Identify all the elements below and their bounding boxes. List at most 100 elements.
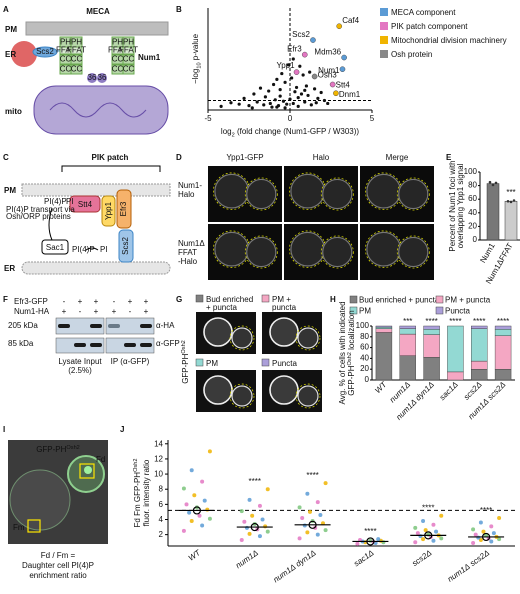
point <box>376 537 381 542</box>
cc-label: CC <box>71 55 83 64</box>
legend-swatch <box>349 295 358 304</box>
highlight-point <box>311 73 318 80</box>
point <box>262 103 266 107</box>
row-label: Num1-HA <box>14 307 50 316</box>
mdm36 <box>97 73 107 83</box>
highlight-point <box>310 37 316 43</box>
point <box>275 105 279 109</box>
column-label: Ypp1-GFP <box>226 153 263 162</box>
efr3 <box>116 189 132 229</box>
point <box>313 87 317 91</box>
pm-label: PM <box>5 25 17 34</box>
point <box>275 77 279 81</box>
mito-label: mito <box>5 107 22 116</box>
sign: + <box>112 307 117 316</box>
point <box>200 523 205 528</box>
punctum <box>84 466 92 474</box>
y-tick-label: 8 <box>159 485 164 494</box>
group-label: IP (α-GFP) <box>111 357 150 366</box>
cell <box>231 385 253 407</box>
ypp1-label: Ypp1 <box>104 201 113 220</box>
bar-segment <box>471 360 488 370</box>
point <box>181 528 186 533</box>
point <box>316 96 320 100</box>
scs2-label: Scs2 <box>121 237 130 255</box>
mdm36-label: 36 <box>88 73 97 82</box>
y-axis-label-part: Osh2 <box>133 459 139 472</box>
mean-marker <box>308 520 317 529</box>
point <box>318 512 323 517</box>
point <box>301 73 305 77</box>
highlight-point <box>329 81 336 88</box>
y-tick-label: 20 <box>360 364 369 373</box>
fd-box <box>79 463 95 479</box>
significance: *** <box>506 188 515 197</box>
scs2-label: Scs2 <box>36 47 54 56</box>
band <box>124 343 136 347</box>
point <box>265 487 270 492</box>
y-axis-label-part: −log <box>191 69 200 84</box>
highlight-point <box>339 66 346 72</box>
panel-letter: G <box>176 295 182 304</box>
mean-marker <box>424 531 433 540</box>
point <box>247 104 251 108</box>
significance: **** <box>480 506 492 515</box>
point <box>247 497 252 502</box>
bar <box>486 183 500 241</box>
cell <box>366 173 402 209</box>
cell <box>297 385 319 407</box>
point <box>303 88 307 92</box>
point <box>294 85 299 90</box>
point <box>239 537 244 542</box>
panel-letter: C <box>3 153 9 162</box>
point <box>270 105 274 109</box>
point <box>291 57 295 61</box>
cc-label: CC <box>60 55 72 64</box>
x-tick-label: 0 <box>288 114 293 123</box>
point <box>207 516 212 521</box>
point <box>267 89 271 93</box>
point <box>415 531 420 536</box>
cell <box>322 236 353 268</box>
cell <box>231 327 253 349</box>
point <box>257 534 262 539</box>
y-tick-label: 60 <box>468 194 477 203</box>
panel-letter: D <box>176 153 182 162</box>
point <box>491 183 495 187</box>
legend-label: Puncta <box>272 359 297 368</box>
legend-label: Osh protein <box>391 50 432 59</box>
point <box>181 486 186 491</box>
point <box>247 531 252 536</box>
point <box>265 529 270 534</box>
cc-label: CC <box>123 55 135 64</box>
er-label: ER <box>4 264 15 273</box>
y-tick-label: 0 <box>365 375 370 384</box>
fm-label: Fm <box>13 523 25 532</box>
point <box>297 536 302 541</box>
point <box>252 92 256 96</box>
band <box>108 324 120 328</box>
column-label: Halo <box>313 153 330 162</box>
bar-segment <box>399 355 416 381</box>
blot <box>105 317 155 335</box>
point <box>413 525 418 530</box>
highlight-point <box>341 54 347 61</box>
significance: *** <box>403 317 412 326</box>
y-tick-label: 6 <box>159 500 164 509</box>
point <box>305 530 310 535</box>
point <box>413 540 418 545</box>
bar-segment <box>447 371 464 381</box>
legend-label: Mitochondrial division machinery <box>391 36 507 45</box>
cell <box>214 173 250 209</box>
point <box>298 64 302 68</box>
y-axis-label: −log10 p-value <box>191 33 203 84</box>
point <box>283 106 287 110</box>
significance: **** <box>425 317 437 326</box>
point <box>326 101 330 106</box>
y-axis-label-part: 10 <box>197 62 203 68</box>
num1-label: Num1 <box>138 53 161 62</box>
band <box>58 324 70 328</box>
marker-label-part: GFP-PH <box>36 445 66 454</box>
point-label: Mdm36 <box>314 48 341 57</box>
scs2 <box>32 46 58 58</box>
